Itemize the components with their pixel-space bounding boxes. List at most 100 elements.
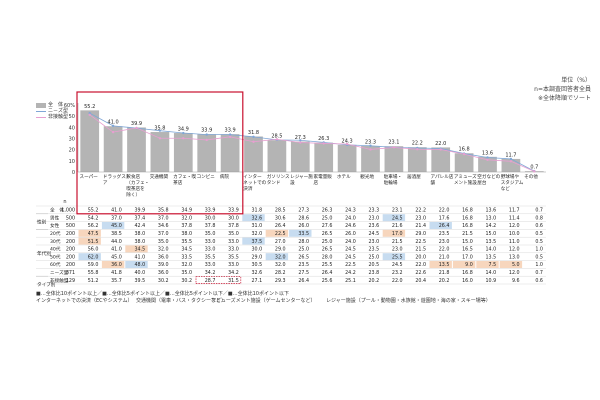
table-cell: 34.5 (181, 247, 192, 253)
series-point-noncontact (205, 138, 208, 142)
table-cell: 25.0 (322, 215, 333, 221)
table-cell: 39.5 (135, 278, 146, 284)
table-cell: 30.0 (252, 247, 263, 253)
footer-color-legend: ■…全体比10ポイント以上／■…全体比5ポイント以上／■…全体比5ポイント以下／… (36, 291, 289, 297)
table-cell: 38.5 (111, 231, 122, 237)
bar (267, 140, 287, 172)
series-point-need (111, 124, 115, 128)
table-cell: 26.0 (345, 231, 356, 237)
table-cell: 30.5 (252, 262, 263, 268)
table-cell: 33.5 (181, 254, 192, 260)
table-cell: 25.0 (298, 247, 309, 253)
table-cell: 23.1 (392, 208, 403, 214)
bar-value-label: 22.2 (412, 141, 423, 147)
bar (150, 132, 170, 172)
bar (197, 134, 217, 172)
bar-chart: 60% 50 40 30 20 10 0 55.2 41.0 39.9 35.8 34.9 33.9 33… (36, 91, 546, 288)
table-cell: 41.8 (111, 270, 122, 276)
table-cell: 32.0 (252, 231, 263, 237)
table-cell: 48.0 (135, 262, 146, 268)
table-cell: 51.2 (88, 278, 99, 284)
table-row-n: 200 (66, 247, 75, 253)
series-point-noncontact (322, 142, 325, 145)
table-cell: 38.0 (135, 231, 146, 237)
footer-note-amusement: アミューズメント施設（ゲームセンターなど） (211, 298, 316, 304)
series-point-noncontact (416, 148, 419, 151)
table-row-label: 非接触型 (50, 277, 69, 284)
table-row-n: 200 (66, 254, 75, 260)
table-cell: 21.5 (462, 231, 473, 237)
table-cell: 29.0 (275, 247, 286, 253)
series-point-need (158, 129, 162, 132)
table-cell: 25.0 (322, 239, 333, 245)
table-cell: 16.5 (462, 247, 473, 253)
y-tick-label: 60% (64, 103, 75, 109)
table-cell: 44.0 (111, 239, 122, 245)
table-cell: 59.0 (88, 262, 99, 268)
bar (431, 147, 451, 172)
table-cell-highlight-blue (101, 222, 125, 229)
series-point-need (182, 131, 185, 135)
table-cell: 12.0 (509, 223, 520, 229)
unit-note: 単位（%） (561, 77, 591, 84)
table-cell: 14.0 (486, 270, 497, 276)
table-cell: 24.5 (345, 247, 356, 253)
table-cell: 22.5 (345, 262, 356, 268)
table-cell: 13.0 (509, 254, 520, 260)
table-cell: 54.2 (88, 215, 99, 221)
table-cell: 27.0 (275, 239, 286, 245)
table-cell-highlight-blue (429, 222, 452, 229)
table-cell: 26.5 (322, 231, 333, 237)
category-label: 居酒屋 (407, 173, 421, 180)
table-cell: 31.8 (252, 208, 263, 214)
y-tick-label: 10 (69, 159, 75, 165)
table-cell: 26.4 (439, 223, 450, 229)
table-cell: 40.0 (135, 270, 146, 276)
table-cell: 12.0 (509, 247, 520, 253)
bar (314, 142, 334, 172)
table-cell: 1.0 (535, 247, 543, 253)
table-row-label: 40代 (50, 246, 61, 253)
table-cell: 26.5 (322, 247, 333, 253)
table-cell: 25.6 (322, 278, 333, 284)
table-cell: 0.7 (535, 270, 543, 276)
table-cell: 36.0 (158, 254, 169, 260)
series-point-need (369, 144, 372, 147)
table-cell: 13.6 (486, 208, 497, 214)
category-label: カフェ・喫茶店 (173, 173, 196, 186)
table-cell: 38.0 (135, 239, 146, 245)
legend-swatch-need (36, 110, 46, 112)
bar (337, 144, 357, 172)
table-cell: 37.8 (228, 223, 239, 229)
table-cell: 24.3 (345, 208, 356, 214)
table-cell: 30.0 (228, 215, 239, 221)
category-label: アパレル店舗 (431, 173, 454, 186)
series-point-noncontact (158, 137, 162, 140)
table-cell: 35.0 (228, 231, 239, 237)
table-cell: 11.0 (509, 239, 520, 245)
category-label: ホテル (337, 174, 351, 180)
table-cell-highlight-orange (78, 237, 101, 245)
table-cell: 23.2 (392, 270, 403, 276)
table-cell: 34.2 (205, 270, 216, 276)
table-cell: 32.0 (275, 254, 286, 260)
table-cell: 17.6 (439, 215, 450, 221)
chart-footer: ■…全体比10ポイント以上／■…全体比5ポイント以上／■…全体比5ポイント以下／… (36, 290, 596, 304)
series-point-noncontact (486, 158, 489, 162)
table-cell: 16.0 (462, 278, 473, 284)
y-tick-label: 30 (69, 137, 75, 143)
bar-value-label: 33.9 (225, 128, 236, 134)
table-cell-highlight-blue (125, 261, 148, 268)
table-cell: 20.5 (369, 262, 380, 268)
table-cell: 22.2 (415, 208, 426, 214)
table-cell: 37.4 (135, 215, 146, 221)
series-point-need (205, 133, 208, 136)
series-point-noncontact (228, 135, 232, 139)
table-cell-highlight-orange (265, 229, 289, 237)
bar (454, 153, 474, 172)
legend-swatch-total (36, 102, 46, 108)
table-cell-highlight-orange (78, 229, 101, 237)
table-cell-highlight-blue (265, 253, 289, 261)
series-point-noncontact (135, 126, 138, 130)
series-point-need (509, 157, 513, 161)
